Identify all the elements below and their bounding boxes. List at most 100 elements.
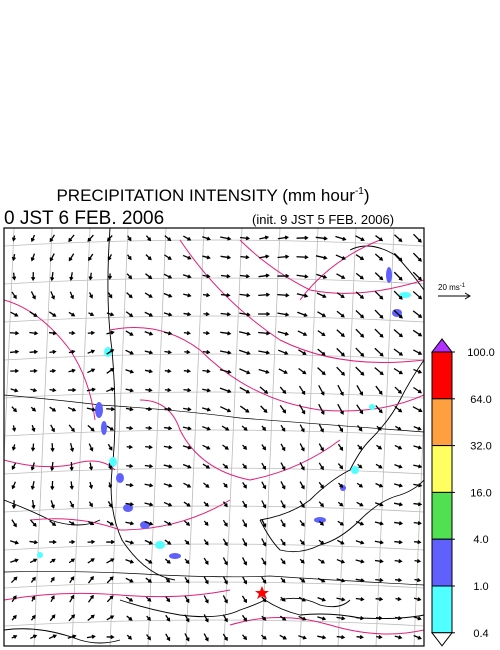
wind-vector — [413, 349, 423, 355]
meridian — [413, 404, 424, 646]
init-time: (init. 9 JST 5 FEB. 2006) — [252, 212, 394, 227]
wind-vector — [202, 463, 211, 469]
meridian — [71, 228, 91, 646]
valid-time: 0 JST 6 FEB. 2006 — [4, 208, 164, 229]
wind-vector — [337, 520, 345, 526]
wind-vector — [222, 614, 228, 623]
wind-vector — [108, 463, 113, 470]
wind-vector — [50, 500, 55, 509]
wind-vector — [375, 482, 384, 488]
wind-vector — [87, 234, 94, 242]
wind-vector — [184, 539, 190, 545]
wind-vector — [69, 481, 74, 490]
wind-vectors — [9, 233, 423, 642]
wind-vector — [277, 312, 290, 317]
wind-vector — [50, 576, 55, 583]
wind-vector — [337, 501, 344, 507]
wind-vector — [242, 444, 248, 450]
wind-vector — [337, 443, 344, 451]
wind-vector — [219, 368, 232, 374]
wind-vector — [107, 443, 113, 451]
wind-vector — [337, 403, 344, 415]
wind-vector — [394, 405, 403, 413]
wind-vector — [413, 483, 423, 488]
wind-vector — [241, 614, 248, 622]
title-close: ) — [364, 186, 370, 205]
wind-vector — [338, 482, 344, 488]
wind-vector — [203, 311, 210, 317]
wind-vector — [164, 350, 173, 355]
wind-vector — [86, 634, 96, 639]
wind-vector — [259, 386, 269, 394]
coastlines — [4, 228, 424, 644]
wind-vector — [298, 404, 306, 415]
wind-vector — [393, 309, 403, 319]
wind-vector — [164, 387, 172, 393]
wind-vector — [29, 311, 38, 317]
wind-vector — [88, 462, 94, 471]
wind-vector — [394, 234, 403, 243]
wind-vector — [222, 633, 228, 642]
wind-vector — [336, 273, 346, 279]
wind-vector — [356, 501, 364, 507]
wind-vector — [317, 348, 326, 356]
wind-vector — [317, 577, 326, 583]
wind-vector — [165, 577, 171, 583]
wind-vector — [394, 635, 403, 640]
wind-vector — [298, 615, 307, 621]
map — [4, 228, 424, 646]
colorbar-label: 0.4 — [473, 628, 488, 640]
wind-vector — [107, 501, 113, 508]
wind-vector — [222, 595, 228, 604]
wind-vector — [203, 520, 209, 526]
wind-vector — [355, 272, 364, 280]
wind-vector — [278, 368, 288, 374]
wind-vector — [107, 292, 113, 299]
colorbar-under — [430, 632, 454, 647]
wind-vector — [240, 255, 250, 260]
wind-vector — [220, 255, 232, 260]
wind-vector — [241, 425, 248, 431]
wind-vector — [11, 406, 17, 413]
map-frame — [3, 227, 425, 647]
wind-vector — [106, 387, 115, 393]
parallel — [4, 239, 424, 247]
colorbar: 100.0 64.0 32.0 16.0 4.0 1.0 0.4 — [430, 338, 495, 647]
wind-vector — [394, 559, 403, 564]
wind-vector — [298, 367, 307, 375]
wind-vector — [242, 500, 247, 509]
wind-vector — [356, 404, 364, 415]
wind-vector — [144, 502, 154, 507]
wind-vector — [144, 292, 153, 298]
wind-vector — [126, 463, 134, 469]
wind-vector — [337, 424, 344, 433]
wind-vector — [87, 575, 94, 584]
wind-vector — [50, 291, 55, 300]
wind-vector — [413, 368, 423, 374]
wind-vector — [336, 616, 346, 621]
wind-vector — [29, 349, 39, 354]
wind-vector — [68, 387, 77, 393]
wind-vector — [126, 273, 133, 280]
vector-scale-text: 20 ms — [438, 283, 460, 292]
wind-vector — [183, 312, 192, 317]
wind-vector — [10, 368, 20, 374]
parallel — [4, 277, 424, 285]
colorbar-box — [431, 398, 453, 447]
wind-vector — [182, 463, 192, 469]
colorbar-box — [431, 445, 453, 493]
wind-vector — [182, 274, 192, 279]
wind-vector — [413, 233, 422, 243]
wind-vector — [318, 424, 324, 433]
wind-vector — [202, 388, 212, 393]
wind-vector — [163, 312, 173, 317]
wind-vector — [88, 443, 94, 452]
wind-vector — [374, 347, 384, 357]
wind-vector — [203, 330, 211, 336]
wind-vector — [164, 406, 172, 412]
wind-vector — [393, 502, 404, 507]
wind-vector — [106, 407, 116, 412]
wind-vector — [127, 254, 132, 261]
wind-vector — [106, 634, 115, 640]
wind-vector — [413, 445, 423, 450]
